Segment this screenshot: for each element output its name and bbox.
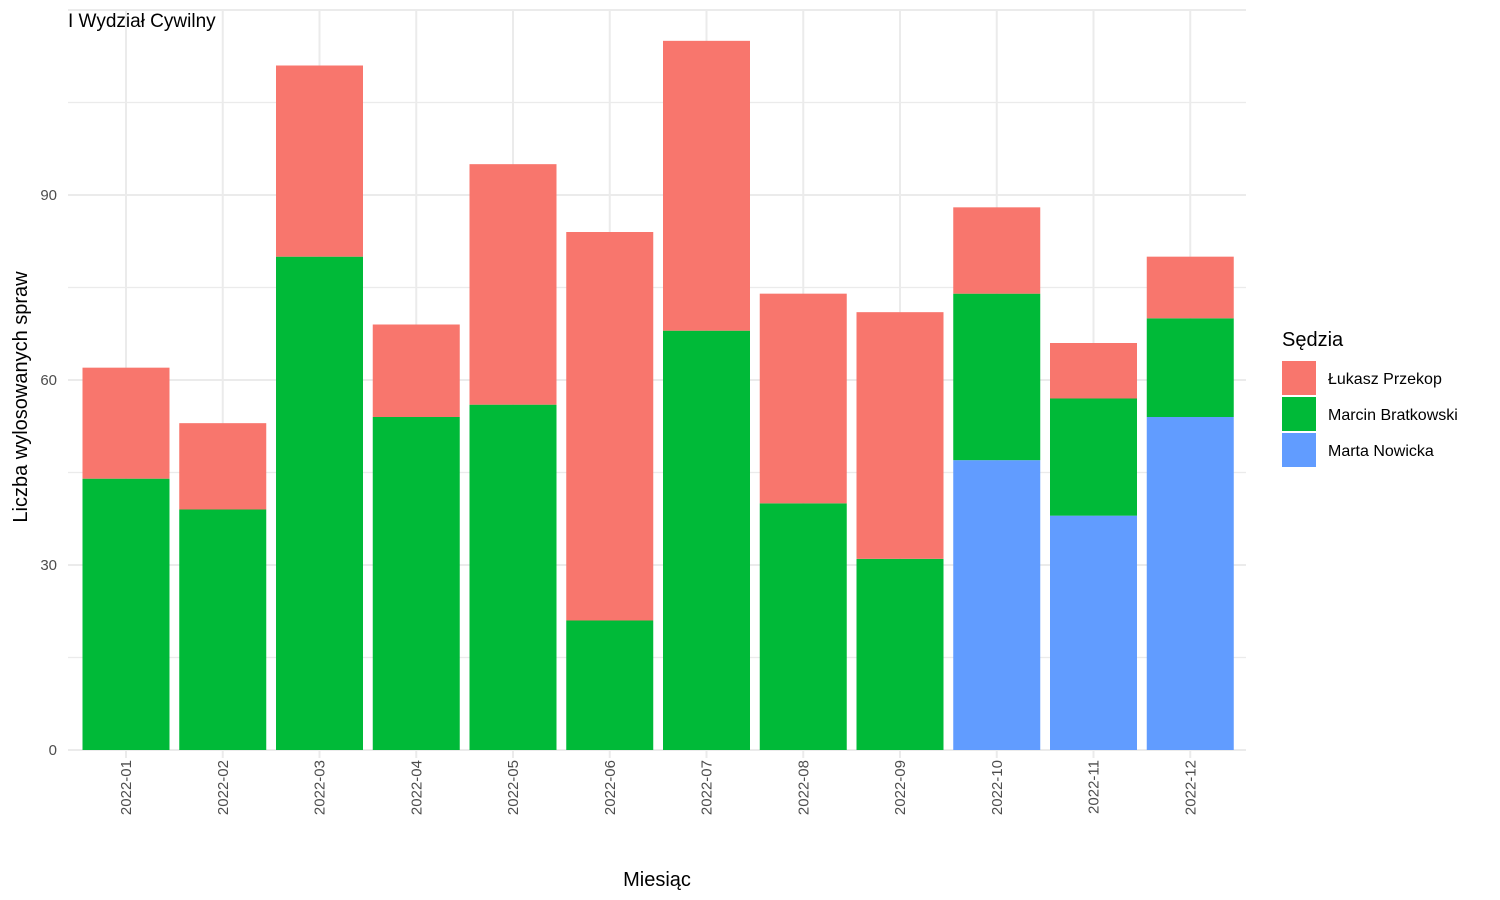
legend-swatch (1282, 361, 1316, 395)
bar-segment (1050, 398, 1137, 516)
bar-segment (179, 423, 267, 510)
y-tick-label: 0 (49, 742, 57, 759)
bar-segment (759, 503, 847, 750)
bar-segment (469, 404, 557, 750)
bar-segment (856, 558, 944, 750)
bar-segment (82, 367, 170, 479)
bar-segment (1146, 318, 1234, 417)
bar-segment (1146, 256, 1234, 319)
bars (82, 40, 1234, 750)
y-tick-label: 30 (40, 557, 57, 574)
bar-segment (276, 65, 363, 257)
x-tick-label: 2022-03 (312, 760, 329, 815)
x-tick-label: 2022-01 (118, 760, 135, 815)
bar-segment (953, 460, 1041, 750)
bar-segment (953, 293, 1041, 461)
legend-label: Marta Nowicka (1328, 443, 1434, 460)
x-tick-label: 2022-06 (602, 760, 619, 815)
x-tick-label: 2022-04 (408, 760, 425, 815)
bar-segment (663, 40, 750, 331)
x-tick-label: 2022-02 (215, 760, 232, 815)
x-tick-label: 2022-08 (795, 760, 812, 815)
y-axis-title: Liczba wylosowanych spraw (10, 271, 32, 523)
x-tick-label: 2022-07 (699, 760, 716, 815)
chart-title: I Wydział Cywilny (68, 11, 216, 32)
legend-title: Sędzia (1282, 329, 1344, 351)
legend-items: Łukasz Przekop Marcin Bratkowski Marta Now… (1282, 361, 1458, 467)
legend-swatch (1282, 397, 1316, 431)
x-axis-ticks: 2022-01 2022-02 2022-03 2022-04 2022-05 2022-… (118, 760, 1199, 815)
bar-segment (179, 509, 267, 750)
x-tick-label: 2022-11 (1086, 760, 1103, 814)
bar-segment (276, 256, 363, 750)
x-tick-label: 2022-09 (892, 760, 909, 815)
legend-label: Łukasz Przekop (1328, 371, 1442, 388)
y-tick-label: 90 (40, 187, 57, 204)
legend: Sędzia Łukasz Przekop Marcin Bratkowski Ma… (1282, 329, 1458, 467)
x-tick-label: 2022-10 (989, 760, 1006, 815)
x-tick-label: 2022-12 (1182, 760, 1199, 815)
bar-segment (372, 417, 460, 750)
bar-segment (953, 207, 1041, 294)
bar-segment (1050, 515, 1137, 750)
bar-segment (372, 324, 460, 417)
bar-segment (856, 312, 944, 559)
x-tick-label: 2022-05 (505, 760, 522, 815)
legend-label: Marcin Bratkowski (1328, 407, 1458, 424)
y-tick-label: 60 (40, 372, 57, 389)
y-axis-ticks: 0 30 60 90 (40, 187, 57, 759)
bar-segment (469, 164, 557, 405)
bar-segment (663, 330, 750, 750)
bar-segment (1050, 343, 1137, 399)
bar-segment (1146, 417, 1234, 750)
legend-swatch (1282, 433, 1316, 467)
bar-segment (82, 478, 170, 750)
x-axis-title: Miesiąc (623, 869, 691, 891)
bar-segment (566, 232, 654, 621)
bar-segment (759, 293, 847, 504)
bar-segment (566, 620, 654, 750)
